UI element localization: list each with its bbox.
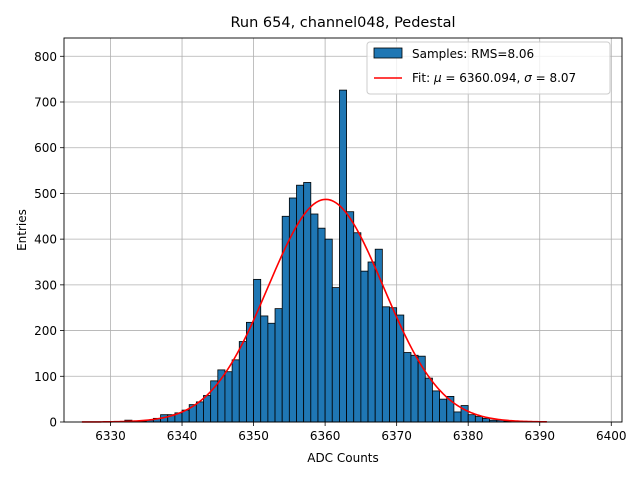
- gaussian-fit-curve: [81, 198, 547, 423]
- histogram-bar: [324, 238, 333, 423]
- x-axis-ticks: 6330 6340 6350 6360 6370 6380 6390 6400: [95, 422, 627, 443]
- x-tick-label: 6360: [310, 429, 341, 443]
- histogram-bar: [482, 417, 491, 423]
- histogram-bar: [339, 89, 347, 423]
- histogram-bar: [467, 414, 476, 423]
- histogram-bar: [367, 261, 376, 423]
- histogram-bar: [424, 377, 433, 423]
- histogram-bar: [453, 411, 462, 423]
- y-axis-label: Entries: [15, 209, 29, 251]
- y-tick-label: 200: [34, 324, 57, 338]
- legend-fit-label: Fit: μ = 6360.094, σ = 8.07: [412, 71, 576, 85]
- histogram-bar: [439, 398, 448, 423]
- histogram-bar: [474, 416, 483, 423]
- histogram-bar: [353, 232, 362, 423]
- histogram-bar: [389, 307, 398, 423]
- histogram-bar: [274, 308, 283, 423]
- histogram-bar: [238, 341, 247, 423]
- y-tick-label: 500: [34, 187, 57, 201]
- x-tick-label: 6350: [238, 429, 269, 443]
- y-tick-label: 300: [34, 278, 57, 292]
- x-axis-label: ADC Counts: [307, 451, 379, 465]
- histogram-bar: [253, 278, 262, 423]
- legend-samples-label: Samples: RMS=8.06: [412, 47, 534, 61]
- histogram-bar: [246, 321, 254, 423]
- histogram-bar: [403, 352, 412, 423]
- histogram-bar: [195, 401, 204, 423]
- x-tick-label: 6340: [167, 429, 198, 443]
- chart-title: Run 654, channel048, Pedestal: [230, 15, 455, 31]
- histogram-bar: [267, 322, 276, 423]
- y-axis-ticks: 0 100 200 300 400 500 600 700 800: [34, 50, 64, 430]
- histogram-bar: [310, 213, 319, 423]
- histogram-bar: [303, 182, 312, 423]
- x-tick-label: 6330: [95, 429, 126, 443]
- histogram-bar: [203, 395, 212, 423]
- legend-box: [366, 41, 611, 95]
- y-tick-label: 0: [49, 416, 57, 430]
- y-tick-label: 600: [34, 141, 57, 155]
- histogram-bar: [381, 306, 390, 423]
- histogram-bar: [410, 354, 419, 423]
- histogram-bar: [346, 211, 355, 423]
- plot-frame: [63, 37, 623, 423]
- x-tick-label: 6400: [596, 429, 627, 443]
- histogram-bar: [317, 227, 326, 423]
- x-tick-label: 6390: [524, 429, 555, 443]
- histogram-bar: [360, 270, 369, 423]
- y-tick-label: 400: [34, 233, 57, 247]
- histogram-bars: [124, 89, 512, 423]
- y-tick-label: 100: [34, 370, 57, 384]
- histogram-bar: [331, 287, 340, 423]
- y-tick-label: 700: [34, 96, 57, 110]
- histogram-bar: [432, 390, 440, 423]
- x-tick-label: 6380: [453, 429, 484, 443]
- legend-samples-swatch: [373, 47, 403, 59]
- histogram-bar: [224, 371, 233, 423]
- legend: Samples: RMS=8.06 Fit: μ = 6360.094, σ =…: [366, 41, 611, 95]
- y-tick-label: 800: [34, 50, 57, 64]
- x-tick-label: 6370: [381, 429, 412, 443]
- histogram-bar: [260, 315, 269, 423]
- histogram-bar: [231, 359, 240, 423]
